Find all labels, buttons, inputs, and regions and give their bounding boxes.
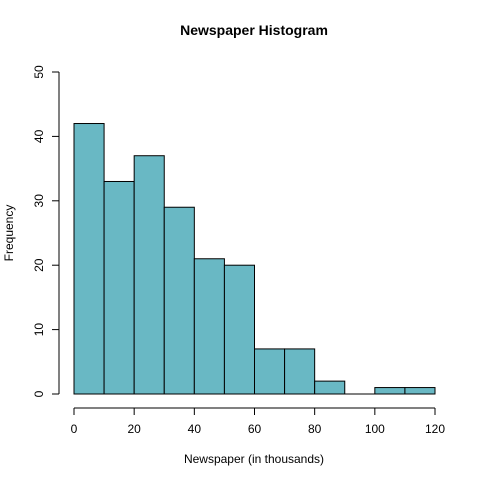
x-tick-label: 100: [365, 422, 385, 436]
x-tick-label: 60: [248, 422, 262, 436]
x-axis: 0 20 40 60 80 100 120: [71, 407, 445, 436]
bars-group: [73, 123, 436, 395]
y-axis: 0 10 20 30 40 50: [32, 65, 60, 397]
x-axis-label: Newspaper (in thousands): [184, 452, 324, 466]
x-tick-label: 20: [127, 422, 141, 436]
x-tick-label: 0: [71, 422, 78, 436]
histogram-bar: [223, 264, 256, 395]
x-tick-label: 120: [425, 422, 445, 436]
x-tick-label: 40: [188, 422, 202, 436]
y-tick-label: 40: [32, 129, 46, 143]
histogram-bar: [254, 348, 286, 395]
y-tick-label: 0: [32, 390, 46, 397]
histogram-bar: [133, 155, 165, 395]
histogram-bar: [314, 380, 346, 395]
histogram-bar: [193, 258, 225, 395]
x-tick-label: 80: [308, 422, 322, 436]
histogram-bar: [103, 180, 135, 395]
y-tick-label: 50: [32, 65, 46, 79]
histogram-bar: [163, 206, 195, 395]
y-tick-label: 30: [32, 194, 46, 208]
y-tick-label: 20: [32, 258, 46, 272]
histogram-bar: [374, 387, 406, 395]
histogram-bar: [404, 387, 436, 395]
histogram-bar: [284, 348, 316, 395]
y-axis-label: Frequency: [2, 205, 16, 262]
y-tick-label: 10: [32, 323, 46, 337]
histogram-bar: [73, 123, 105, 395]
chart-title: Newspaper Histogram: [180, 22, 328, 38]
